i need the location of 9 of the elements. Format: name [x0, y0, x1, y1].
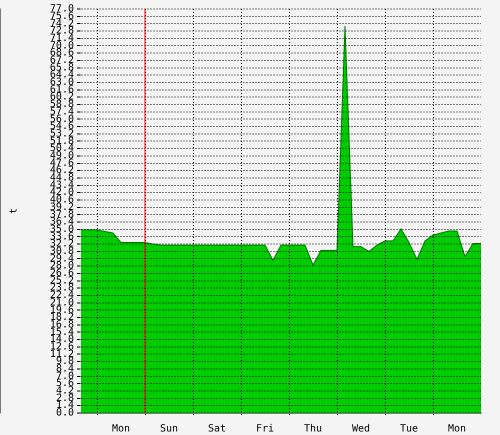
x-tick-label: Tue [400, 424, 418, 435]
x-tick-label: Wed [352, 424, 370, 435]
x-tick-label: Mon [112, 424, 130, 435]
x-tick-label: Mon [448, 424, 466, 435]
x-tick-label: Fri [256, 424, 274, 435]
y-axis-title: t [8, 208, 20, 214]
x-tick-label: Sat [208, 424, 226, 435]
x-tick-label: Thu [304, 424, 322, 435]
x-tick-label: Sun [160, 424, 178, 435]
